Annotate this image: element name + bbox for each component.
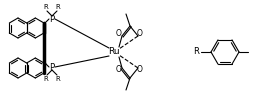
Text: O: O [116,66,122,74]
Text: O: O [137,66,143,74]
Text: P: P [49,63,55,72]
Text: Ru: Ru [108,48,120,56]
Text: R: R [56,4,60,10]
Text: O: O [137,30,143,38]
Text: R: R [44,4,48,10]
Text: O: O [116,30,122,38]
Text: R: R [193,48,199,56]
Text: P: P [49,14,55,24]
Text: R: R [44,76,48,82]
Text: R: R [56,76,60,82]
